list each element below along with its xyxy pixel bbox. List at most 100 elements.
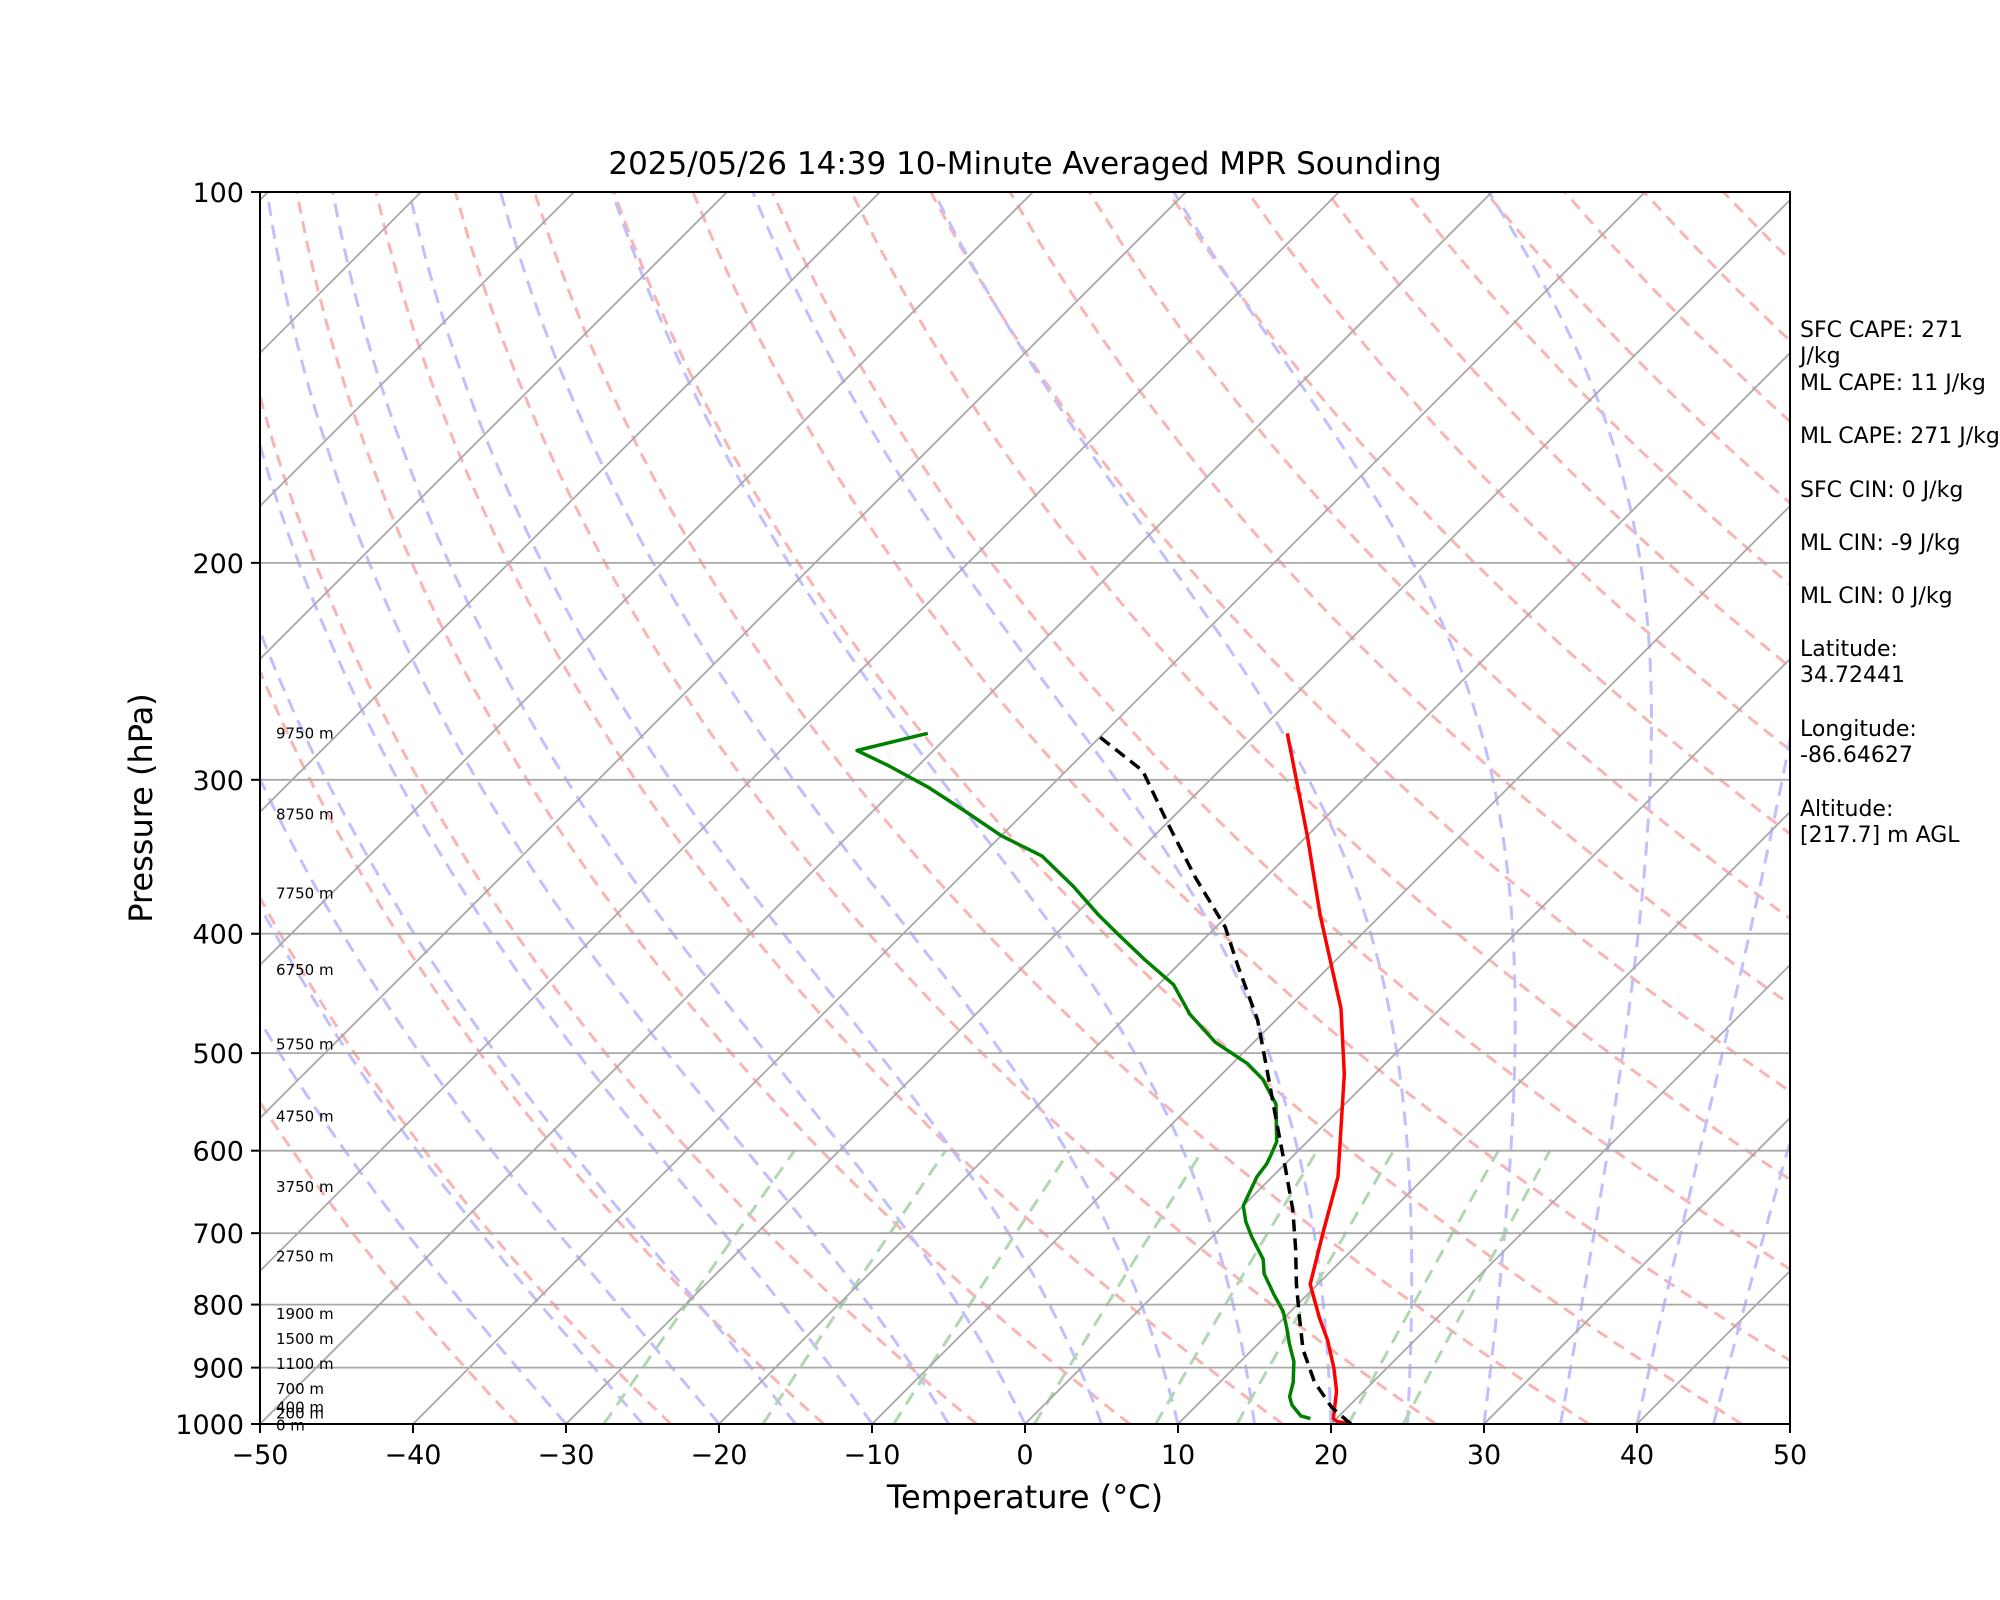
moist-adiabat-line: [265, 192, 950, 1424]
dry-adiabat-line: [453, 192, 1437, 1424]
x-tick-label: 50: [1773, 1440, 1807, 1471]
plot-frame: [259, 191, 1791, 1425]
info-line: ML CAPE: 271 J/kg: [1800, 424, 2000, 449]
height-label: 2750 m: [276, 1247, 334, 1265]
isotherms: [0, 192, 1790, 1424]
isotherm-line: [260, 192, 575, 508]
isotherm-line: [260, 192, 1187, 1120]
isotherm-line: [0, 192, 115, 1424]
y-tick-label: 500: [192, 1039, 244, 1070]
sounding-series: [855, 731, 1353, 1424]
dry-adiabat-line: [260, 390, 978, 1424]
x-tick-label: −30: [538, 1440, 595, 1471]
x-tick-label: −50: [232, 1440, 289, 1471]
moist-adiabat-line: [499, 192, 1180, 1424]
info-line: Latitude: 34.72441: [1800, 637, 1905, 688]
x-tick-label: 10: [1161, 1440, 1195, 1471]
height-label: 1500 m: [276, 1330, 334, 1348]
x-axis: −50 −40 −30 −20 −10 0 10 20 30 40 50: [232, 1424, 1807, 1471]
chart-title: 2025/05/26 14:39 10-Minute Averaged MPR …: [608, 146, 1441, 182]
moist-adiabats: [260, 192, 1790, 1424]
dry-adiabat-line: [295, 192, 1131, 1424]
y-axis: 100 200 300 400 500 600 700 800 900 1000: [175, 178, 260, 1441]
mixing-ratio-line: [602, 1149, 796, 1424]
dry-adiabat-line: [260, 1099, 519, 1424]
height-label: 200 m: [276, 1405, 324, 1423]
height-label: 8750 m: [276, 805, 334, 823]
dry-adiabat-line: [1246, 192, 1790, 752]
x-tick-label: −40: [385, 1440, 442, 1471]
dry-adiabat-line: [770, 192, 1790, 1272]
height-label: 0 m: [276, 1417, 305, 1435]
x-tick-label: 20: [1314, 1440, 1348, 1471]
x-axis-label: Temperature (°C): [886, 1478, 1163, 1516]
info-line: SFC CAPE: 271 J/kg: [1800, 318, 1963, 369]
info-line: ML CIN: -9 J/kg: [1800, 531, 1961, 556]
dry-adiabat-line: [850, 192, 1790, 1182]
height-label: 9750 m: [276, 724, 334, 742]
y-tick-label: 100: [192, 178, 244, 209]
moist-adiabat-line: [1635, 731, 1790, 1424]
y-tick-label: 700: [192, 1219, 244, 1250]
mixing-ratio-line: [1033, 1149, 1204, 1424]
dewpoint-profile: [855, 731, 1311, 1421]
y-tick-label: 900: [192, 1354, 244, 1385]
isotherm-line: [871, 504, 1790, 1424]
info-line: ML CIN: 0 J/kg: [1800, 584, 1953, 609]
dry-adiabat-line: [691, 192, 1790, 1363]
height-label: 1900 m: [276, 1305, 334, 1323]
x-tick-label: −20: [691, 1440, 748, 1471]
y-tick-label: 600: [192, 1137, 244, 1168]
isotherm-line: [718, 351, 1790, 1424]
background-lines: [0, 192, 1790, 1424]
info-line: SFC CIN: 0 J/kg: [1800, 478, 1964, 503]
info-line: Longitude: -86.64627: [1800, 717, 1917, 768]
dry-adiabat-line: [533, 192, 1590, 1424]
height-label: 700 m: [276, 1380, 324, 1398]
y-tick-label: 200: [192, 549, 244, 580]
moist-adiabat-line: [1487, 192, 1653, 1424]
isotherm-line: [1177, 810, 1790, 1424]
parcel-path: [1098, 735, 1353, 1424]
isotherm-line: [260, 192, 1340, 1273]
moist-adiabat-line: [932, 192, 1414, 1424]
moist-adiabat-line: [260, 627, 797, 1424]
y-tick-label: 800: [192, 1291, 244, 1322]
isotherm-line: [1024, 657, 1790, 1424]
dry-adiabat-line: [374, 192, 1284, 1424]
height-label: 4750 m: [276, 1108, 334, 1126]
y-axis-label: Pressure (hPa): [122, 693, 160, 923]
isotherm-line: [260, 192, 728, 661]
moist-adiabat-line: [407, 192, 1103, 1424]
y-tick-label: 400: [192, 920, 244, 951]
y-tick-label: 300: [192, 766, 244, 797]
height-label: 1100 m: [276, 1355, 334, 1373]
dry-adiabat-line: [1167, 192, 1790, 836]
moist-adiabat-line: [331, 192, 1027, 1424]
height-label: 6750 m: [276, 961, 334, 979]
isobars: [260, 192, 1790, 1424]
dry-adiabat-line: [260, 667, 825, 1424]
x-tick-label: −10: [844, 1440, 901, 1471]
moist-adiabat-line: [751, 192, 1333, 1424]
dry-adiabat-line: [612, 192, 1743, 1424]
info-line: Altitude: [217.7] m AGL: [1800, 797, 1960, 848]
moist-adiabat-line: [1172, 192, 1517, 1424]
y-tick-label: 1000: [175, 1410, 244, 1441]
height-labels: 9750 m 8750 m 7750 m 6750 m 5750 m 4750 m 3750…: [276, 724, 334, 1434]
dry-adiabat-line: [1088, 192, 1790, 921]
height-label: 400 m: [276, 1399, 324, 1417]
isotherm-line: [412, 192, 1646, 1424]
isotherm-line: [260, 192, 1034, 967]
isotherm-line: [1330, 963, 1790, 1424]
dry-adiabat-line: [260, 894, 672, 1424]
dry-adiabats: [260, 192, 1790, 1424]
x-tick-label: 40: [1620, 1440, 1654, 1471]
height-label: 3750 m: [276, 1178, 334, 1196]
x-tick-label: 30: [1467, 1440, 1501, 1471]
height-label: 5750 m: [276, 1036, 334, 1054]
info-line: ML CAPE: 11 J/kg: [1800, 371, 1986, 396]
x-tick-label: 0: [1016, 1440, 1033, 1471]
moist-adiabat-line: [260, 439, 874, 1424]
